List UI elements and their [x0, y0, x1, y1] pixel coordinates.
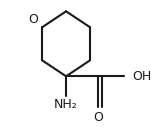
- Text: O: O: [93, 111, 103, 124]
- Text: O: O: [28, 13, 38, 26]
- Text: OH: OH: [132, 70, 152, 83]
- Text: NH₂: NH₂: [54, 98, 78, 111]
